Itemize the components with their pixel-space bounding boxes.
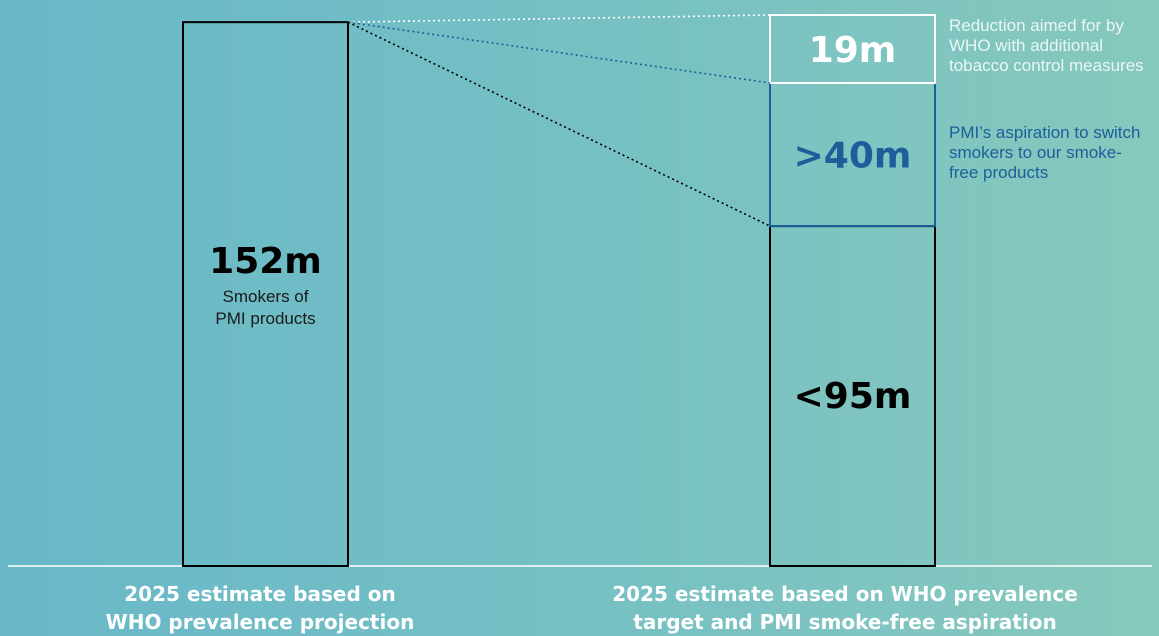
- category-label-projection-line2: WHO prevalence projection: [105, 610, 415, 634]
- annotation-who-reduction: Reduction aimed for by WHO with addition…: [949, 16, 1144, 75]
- annotation-pmi-aspiration: PMI’s aspiration to switch smokers to ou…: [949, 123, 1141, 182]
- category-label-projection: 2025 estimate based on WHO prevalence pr…: [60, 580, 460, 636]
- value-label-19m: 19m: [809, 30, 897, 71]
- connector-pmi-aspiration: [347, 21, 771, 84]
- segment-who-reduction: [769, 14, 936, 84]
- value-sublabel-line1: Smokers of: [223, 287, 309, 306]
- category-label-projection-line1: 2025 estimate based on: [124, 582, 396, 606]
- category-label-target-line1: 2025 estimate based on WHO prevalence: [612, 582, 1078, 606]
- value-label-40m: >40m: [794, 136, 912, 177]
- value-sublabel-line2: PMI products: [215, 309, 315, 328]
- value-label-152m: 152m: [209, 241, 322, 282]
- category-label-target-line2: target and PMI smoke-free aspiration: [633, 610, 1057, 634]
- connector-remaining-smokers: [347, 21, 771, 227]
- bar-smokers-2025-projection: [182, 21, 349, 568]
- value-label-95m: <95m: [794, 376, 912, 417]
- connector-who-reduction: [347, 14, 771, 23]
- category-label-target: 2025 estimate based on WHO prevalence ta…: [565, 580, 1125, 636]
